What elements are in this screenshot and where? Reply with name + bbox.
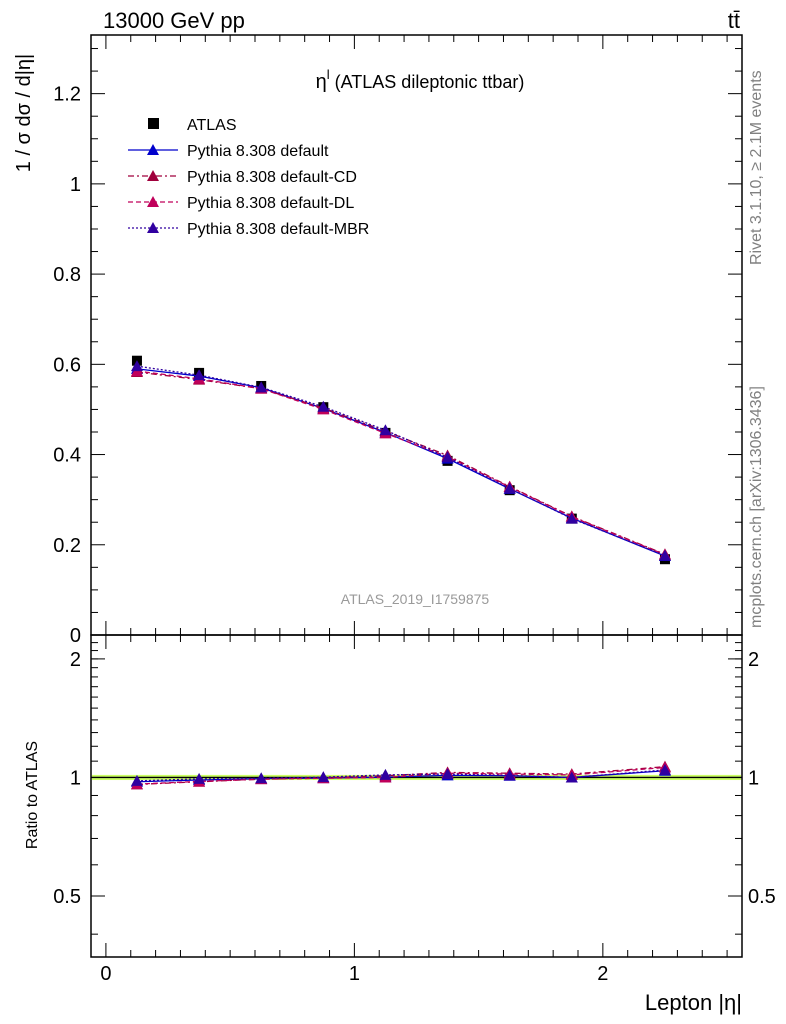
main-panel: 0 0.2 0.4 0.6 0.8 1 1.2 [53, 34, 743, 647]
ratio-point [379, 768, 392, 780]
energy-label: 13000 GeV pp [103, 8, 245, 33]
y-tick-label: 0.4 [53, 445, 81, 467]
ratio-point [565, 771, 578, 783]
title-rest: (ATLAS dileptonic ttbar) [330, 72, 525, 92]
series-line [136, 365, 666, 557]
ratio-point [441, 768, 454, 780]
mc-point [193, 369, 206, 381]
plot-title: ηl (ATLAS dileptonic ttbar) [316, 67, 525, 93]
legend-marker [147, 222, 159, 233]
series-line [136, 368, 666, 557]
ratio-panel: 0.5 0.5 1 1 2 2 0 1 2 [53, 634, 776, 985]
process-label: tt̄ [728, 8, 740, 33]
mc-point [441, 451, 454, 463]
y-tick-label: 0.2 [53, 535, 81, 557]
analysis-watermark: ATLAS_2019_I1759875 [341, 591, 490, 607]
y-tick-label: 1.2 [53, 84, 81, 106]
rivet-label: Rivet 3.1.10, ≥ 2.1M events [748, 70, 765, 265]
y-tick-label: 1 [70, 174, 81, 196]
ratio-point [503, 769, 516, 781]
legend-label: ATLAS [187, 117, 237, 134]
title-eta: η [316, 71, 327, 93]
ratio-point [255, 772, 268, 784]
mc-point [565, 512, 578, 524]
x-tick-label: 2 [597, 963, 608, 985]
legend-marker [147, 170, 159, 181]
legend-label: Pythia 8.308 default-MBR [187, 221, 369, 238]
ratio-point [193, 772, 206, 784]
mc-point [503, 482, 516, 494]
legend-label: Pythia 8.308 default [187, 143, 329, 160]
ratio-y-tick-label-right: 2 [748, 649, 759, 671]
mc-point [379, 424, 392, 436]
ratio-y-tick-label: 2 [70, 649, 81, 671]
mc-point [255, 381, 268, 393]
title-sup: l [327, 67, 330, 82]
mc-point [130, 360, 143, 372]
ratio-point [130, 774, 143, 786]
y-axis-label: 1 / σ dσ / d|η| [13, 54, 35, 172]
x-tick-label: 0 [100, 963, 111, 985]
x-tick-label: 1 [349, 963, 360, 985]
legend-marker [147, 196, 159, 207]
ratio-point [317, 771, 330, 783]
legend-label: Pythia 8.308 default-CD [187, 169, 357, 186]
mc-point [658, 549, 671, 561]
mc-point [317, 400, 330, 412]
ratio-y-axis-label: Ratio to ATLAS [24, 741, 41, 849]
ratio-y-tick-label: 0.5 [53, 886, 81, 908]
ratio-frame [90, 634, 743, 958]
mcplots-label: mcplots.cern.ch [arXiv:1306.3436] [748, 386, 765, 628]
legend-label: Pythia 8.308 default-DL [187, 195, 354, 212]
ratio-y-tick-label-right: 1 [748, 767, 759, 789]
ratio-y-tick-label-right: 0.5 [748, 886, 776, 908]
x-axis-label: Lepton |η| [645, 990, 742, 1015]
series-line [136, 370, 666, 556]
y-tick-label: 0.8 [53, 264, 81, 286]
legend-marker [148, 118, 159, 129]
y-tick-label: 0.6 [53, 354, 81, 376]
series-line [136, 371, 666, 555]
legend-marker [147, 144, 159, 155]
legend: ATLAS Pythia 8.308 default Pythia 8.308 de… [128, 117, 369, 238]
ratio-y-tick-label: 1 [70, 767, 81, 789]
ratio-point [658, 763, 671, 775]
y-tick-label: 0 [70, 625, 81, 647]
